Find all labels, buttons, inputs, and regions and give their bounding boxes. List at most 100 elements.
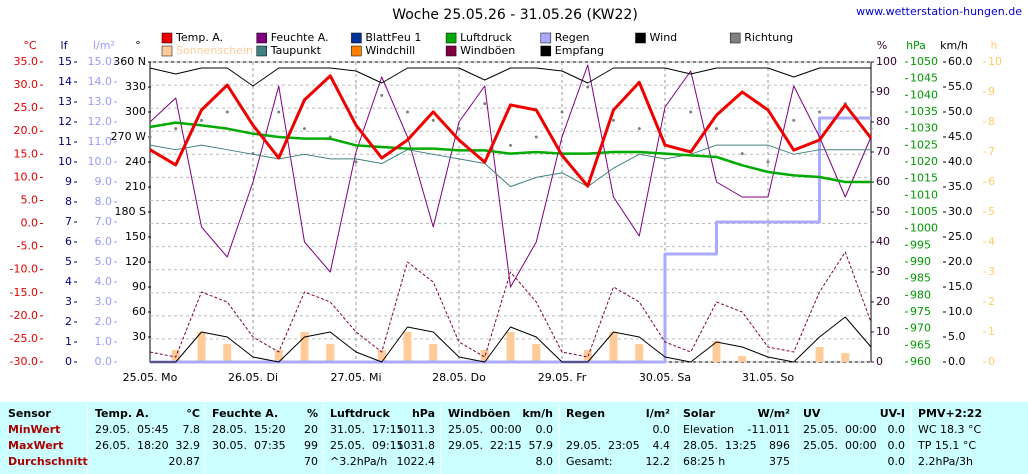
legend-label: Windchill: [365, 44, 415, 57]
tick-label: 300: [125, 105, 146, 118]
tick-label: 6: [65, 235, 72, 248]
table-cell: ^3.2hPa/h: [330, 455, 387, 468]
tick-label: 15: [58, 55, 72, 68]
table-cell: 28.05. 13:25: [683, 439, 757, 452]
tick-label: 11: [58, 135, 72, 148]
x-tick-label: 29.05. Fr: [538, 371, 587, 384]
direction-dot: [200, 118, 203, 122]
direction-dot: [637, 127, 641, 131]
tick-label: 4: [65, 275, 72, 288]
tick-label: 1: [988, 325, 995, 338]
sun-bar: [197, 332, 206, 362]
sun-bar: [841, 353, 850, 362]
tick-label: 20.0: [948, 255, 973, 268]
tick-label: 4.0: [95, 275, 113, 288]
tick-label: 8: [988, 115, 995, 128]
tick-label: 985: [910, 272, 931, 285]
tick-label: 2: [65, 315, 72, 328]
legend-label: Richtung: [744, 31, 793, 44]
direction-dot: [174, 127, 178, 131]
sun-bar: [815, 347, 824, 362]
tick-label: 25.0: [14, 101, 39, 114]
tick-label: 60: [132, 305, 146, 318]
table-cell: 28.05. 15:20: [212, 423, 286, 436]
tick-label: 3: [65, 295, 72, 308]
tick-label: 1000: [910, 222, 938, 235]
tick-label: 40.0: [948, 155, 973, 168]
tick-label: 60.0: [948, 55, 973, 68]
x-tick-label: 27.05. Mi: [330, 371, 381, 384]
legend-label: Temp. A.: [175, 31, 223, 44]
series-line: [149, 64, 872, 288]
legend-label: Luftdruck: [460, 31, 512, 44]
table-cell: MinWert: [8, 423, 60, 436]
tick-label: 2.0: [95, 315, 113, 328]
sun-bar: [738, 356, 747, 362]
direction-dot: [818, 110, 821, 114]
series-line: [149, 74, 873, 188]
table-cell: 8.0: [536, 455, 554, 468]
legend-label: Empfang: [555, 44, 604, 57]
sun-bar: [609, 332, 618, 362]
table-cell: 896: [769, 439, 790, 452]
legend-swatch: [445, 45, 457, 57]
table-cell: 31.05. 17:15: [330, 423, 404, 436]
tick-label: 0: [988, 355, 995, 368]
tick-label: 980: [910, 288, 931, 301]
table-cell: Elevation: [683, 423, 734, 436]
tick-label: 14: [58, 75, 72, 88]
tick-label: 25.0: [948, 230, 973, 243]
sun-bar: [223, 344, 232, 362]
tick-label: 965: [910, 338, 931, 351]
tick-label: 960: [910, 355, 931, 368]
tick-label: 9.0: [95, 175, 113, 188]
tick-label: 90: [132, 280, 146, 293]
tick-label: 10.0: [88, 155, 113, 168]
direction-dot: [534, 135, 538, 139]
table-cell: 29.05. 22:15: [448, 439, 522, 452]
table-cell: 1011.3: [397, 423, 436, 436]
direction-dot: [431, 118, 435, 122]
legend-label: BlattFeu 1: [365, 31, 421, 44]
table-cell: 99: [304, 439, 318, 452]
direction-dot: [225, 110, 229, 114]
table-cell: 25.05. 00:00: [448, 423, 522, 436]
axis-title: °C: [23, 39, 37, 52]
sun-bar: [326, 344, 335, 362]
tick-label: 1030: [910, 122, 938, 135]
table-cell: 1031.8: [397, 439, 436, 452]
table-cell: 12.2: [646, 455, 671, 468]
tick-label: 0: [876, 355, 883, 368]
legend-swatch: [540, 32, 552, 44]
tick-label: 970: [910, 322, 931, 335]
table-cell: Regen: [566, 407, 605, 420]
tick-label: -5.0: [17, 240, 38, 253]
tick-label: 12: [58, 115, 72, 128]
tick-label: 90: [876, 85, 890, 98]
series-line: [149, 251, 872, 358]
site-url[interactable]: www.wetterstation-hungen.de: [856, 5, 1022, 18]
axis-title: %: [877, 39, 887, 52]
sun-bar: [377, 350, 386, 362]
table-cell: 25.05. 09:15: [330, 439, 404, 452]
tick-label: 7.0: [95, 215, 113, 228]
table-cell: UV-I: [880, 407, 905, 420]
axis-title: h: [991, 39, 998, 52]
tick-label: 60: [876, 175, 890, 188]
sun-bar: [635, 344, 644, 362]
tick-label: -25.0: [10, 332, 38, 345]
tick-label: 35.0: [14, 55, 39, 68]
legend-swatch: [635, 32, 646, 44]
axis-title: °: [135, 39, 141, 52]
series-line: [149, 144, 871, 188]
tick-label: 1025: [910, 138, 938, 151]
table-cell: 68:25 h: [683, 455, 725, 468]
tick-label: 1040: [910, 88, 938, 101]
series-line: [150, 116, 871, 364]
tick-label: 1045: [910, 72, 938, 85]
direction-dot: [766, 160, 770, 164]
table-cell: 1022.4: [397, 455, 436, 468]
table-cell: Feuchte A.: [212, 407, 278, 420]
table-cell: 26.05. 18:20: [95, 439, 169, 452]
